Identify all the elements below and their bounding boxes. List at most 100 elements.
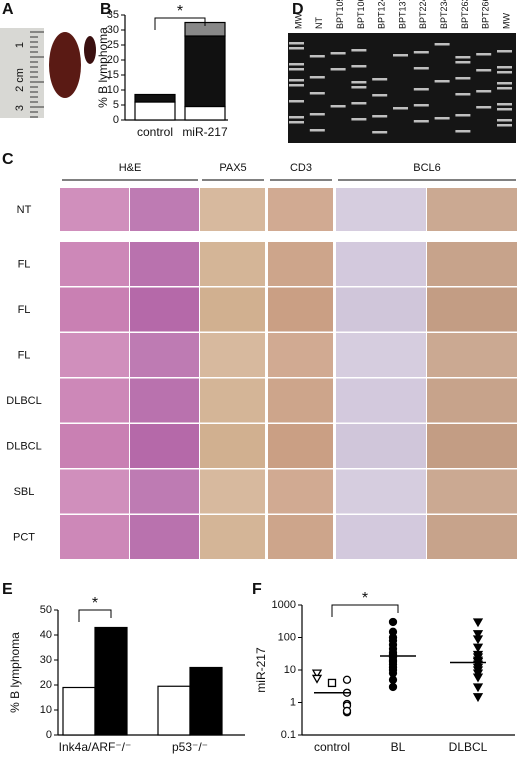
y-tick-label: 35: [107, 9, 119, 21]
gel-band: [309, 55, 325, 58]
micrograph: [200, 287, 265, 332]
lane-label: BPT105: [335, 0, 345, 29]
micrograph: [336, 515, 426, 559]
gel-band: [289, 63, 304, 66]
point: [472, 643, 484, 653]
lane-label: BPT266: [481, 0, 491, 29]
significance-star: *: [92, 595, 98, 612]
gel-band: [372, 94, 388, 97]
micrograph: [268, 378, 333, 423]
bar-segment: [184, 105, 226, 121]
gel-band: [289, 42, 304, 45]
micrograph: [268, 287, 333, 332]
gel-band: [393, 54, 408, 57]
x-tick-label: control: [314, 740, 350, 754]
row-label: PCT: [13, 531, 35, 543]
micrograph: [130, 469, 199, 514]
gel-band: [372, 131, 388, 134]
ruler-label: 2 cm: [14, 68, 26, 92]
micrograph: [427, 378, 517, 423]
gel-band: [351, 81, 367, 84]
gel-band: [455, 114, 471, 117]
micrograph: [60, 287, 129, 332]
micrograph: [336, 333, 426, 377]
spleen: [84, 36, 96, 64]
lane-label: BPT124: [377, 0, 387, 29]
spleen: [49, 32, 81, 98]
gel-band: [455, 77, 471, 80]
gel-band: [330, 52, 346, 55]
gel-band: [330, 68, 346, 71]
gel-band: [413, 104, 429, 107]
gel-band: [351, 118, 367, 121]
micrograph: [200, 515, 265, 559]
micrograph: [200, 469, 265, 514]
panel-label: B: [100, 1, 112, 18]
micrograph: [268, 242, 333, 286]
micrograph: [427, 515, 517, 559]
y-axis-label: % B lymphoma: [96, 27, 110, 108]
y-tick-label: 10: [284, 664, 296, 676]
gel-band: [476, 53, 492, 56]
micrograph: [427, 424, 517, 468]
row-label: SBL: [14, 486, 35, 498]
significance-star: *: [362, 590, 368, 607]
ruler: [0, 28, 44, 118]
lane-label: BPT106: [356, 0, 366, 29]
y-tick-label: 20: [107, 54, 119, 66]
y-tick-label: 0: [113, 114, 119, 126]
gel-band: [351, 49, 367, 52]
gel-band: [351, 86, 367, 89]
bar: [94, 626, 128, 736]
row-label: DLBCL: [6, 395, 41, 407]
bar-segment: [184, 35, 226, 108]
gel-band: [434, 80, 450, 83]
x-tick-label: miR-217: [182, 125, 228, 139]
gel-band: [330, 105, 346, 108]
gel-band: [372, 115, 388, 118]
micrograph: [60, 242, 129, 286]
micrograph: [200, 424, 265, 468]
gel-band: [497, 108, 512, 111]
micrograph: [200, 188, 265, 231]
micrograph: [130, 188, 199, 231]
point: [388, 668, 398, 678]
column-header: BCL6: [413, 162, 441, 174]
gel-band: [497, 66, 512, 69]
micrograph: [130, 287, 199, 332]
point: [472, 635, 484, 645]
micrograph: [427, 333, 517, 377]
y-tick-label: 30: [107, 24, 119, 36]
micrograph: [130, 333, 199, 377]
micrograph: [130, 424, 199, 468]
row-label: FL: [18, 349, 31, 361]
lane-label: NT: [314, 17, 324, 29]
y-tick-label: 1: [290, 696, 296, 708]
point: [388, 682, 398, 692]
micrograph: [268, 188, 333, 231]
gel-band: [289, 121, 304, 124]
point: [472, 683, 484, 693]
row-label: NT: [17, 204, 32, 216]
micrograph: [336, 469, 426, 514]
micrograph: [200, 333, 265, 377]
row-label: FL: [18, 304, 31, 316]
micrograph: [427, 188, 517, 231]
gel-band: [309, 92, 325, 95]
significance-bracket: [78, 609, 112, 622]
y-tick-label: 1000: [272, 599, 296, 611]
gel-band: [413, 88, 429, 91]
panel-label: C: [2, 151, 14, 168]
micrograph: [427, 469, 517, 514]
point: [342, 675, 352, 684]
micrograph: [130, 515, 199, 559]
y-tick-label: 25: [107, 39, 119, 51]
lane-label: MW: [501, 13, 511, 29]
gel-band: [455, 130, 471, 133]
point: [311, 674, 323, 684]
micrograph: [427, 242, 517, 286]
micrograph: [60, 469, 129, 514]
panel-label: D: [292, 1, 304, 18]
gel-band: [434, 117, 450, 120]
